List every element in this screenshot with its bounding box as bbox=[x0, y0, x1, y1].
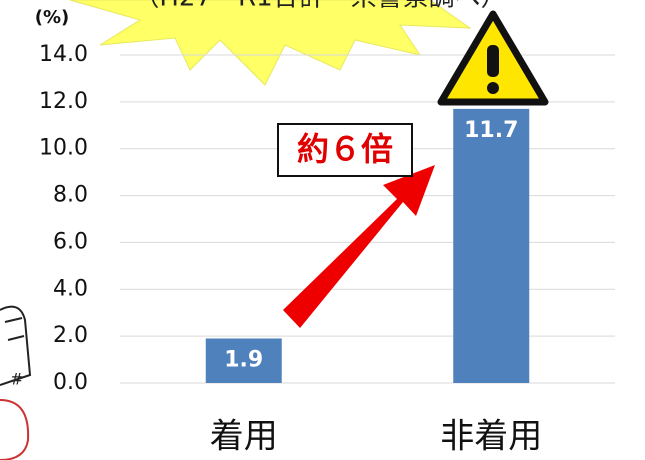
x-tick-label: 着用 bbox=[210, 417, 278, 457]
y-axis-unit: (%) bbox=[35, 7, 70, 28]
bar bbox=[453, 109, 529, 383]
arrow bbox=[283, 165, 435, 328]
data-label: 11.7 bbox=[464, 118, 518, 143]
y-tick-label: 14.0 bbox=[39, 42, 88, 67]
y-tick-label: 12.0 bbox=[39, 89, 88, 114]
svg-text:#: # bbox=[10, 370, 23, 389]
starburst bbox=[70, 0, 470, 85]
y-tick-label: 0.0 bbox=[53, 370, 88, 395]
x-tick-label: 非着用 bbox=[440, 417, 542, 457]
subtitle: （H27～R1合計 県警察調べ） bbox=[133, 0, 506, 13]
y-tick-label: 10.0 bbox=[39, 136, 88, 161]
y-tick-label: 8.0 bbox=[53, 183, 88, 208]
data-label: 1.9 bbox=[224, 347, 263, 372]
y-tick-label: 2.0 bbox=[53, 323, 88, 348]
annotation: 約６倍 bbox=[297, 130, 393, 168]
y-tick-label: 4.0 bbox=[53, 276, 88, 301]
chart: （H27～R1合計 県警察調べ） (%) 0.0 2.0 4.0 6.0 8.0 10.0… bbox=[0, 0, 645, 460]
y-tick-label: 6.0 bbox=[53, 229, 88, 254]
illustration: # bbox=[0, 307, 30, 460]
